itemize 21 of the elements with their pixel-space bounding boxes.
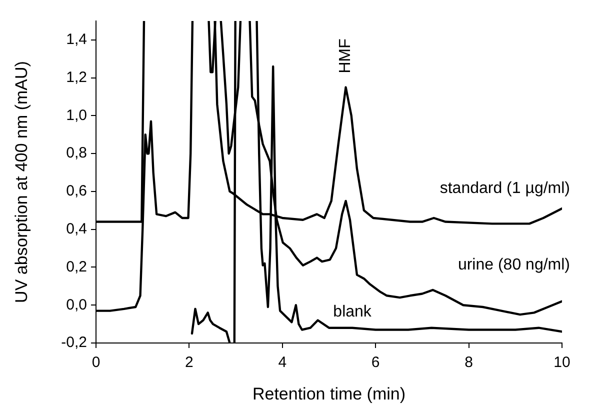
- x-tick-label: 4: [278, 354, 287, 372]
- annotation: HMF: [337, 38, 354, 74]
- x-tick-label: 8: [464, 354, 473, 372]
- y-tick-label: 1,4: [66, 31, 87, 48]
- y-tick-label: 0,4: [66, 220, 87, 238]
- x-tick-label: 2: [185, 354, 194, 372]
- x-tick-label: 0: [92, 354, 100, 372]
- y-tick-label: 0,6: [66, 182, 87, 200]
- x-axis-title: Retention time (min): [252, 384, 406, 404]
- series-label: standard (1 µg/ml): [440, 180, 570, 197]
- y-tick-label: 1,0: [66, 106, 87, 124]
- x-tick-label: 10: [554, 354, 570, 372]
- y-tick-label: 0,8: [66, 144, 87, 162]
- y-axis-title: UV absorption at 400 nm (mAU): [12, 61, 31, 303]
- series-label: blank: [333, 303, 372, 320]
- series-label: urine (80 ng/ml): [458, 256, 570, 274]
- x-tick-label: 6: [371, 354, 380, 372]
- y-tick-label: -0,2: [61, 334, 87, 352]
- y-tick-label: 0,2: [66, 258, 87, 276]
- y-tick-label: 1,2: [66, 68, 87, 86]
- y-tick-label: 0,0: [66, 296, 87, 314]
